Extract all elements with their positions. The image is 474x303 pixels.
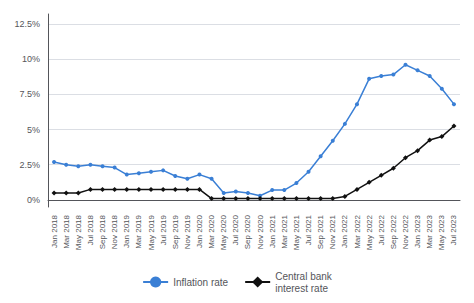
svg-text:Central bank: Central bank [275, 271, 333, 282]
svg-text:0%: 0% [27, 195, 40, 205]
svg-text:Sep 2022: Sep 2022 [389, 214, 398, 249]
svg-text:Nov 2021: Nov 2021 [328, 214, 337, 249]
svg-text:Mar 2019: Mar 2019 [134, 214, 143, 248]
svg-text:7.5%: 7.5% [19, 89, 40, 99]
svg-text:Nov 2020: Nov 2020 [256, 214, 265, 249]
svg-text:Mar 2023: Mar 2023 [425, 214, 434, 248]
svg-text:12.5%: 12.5% [14, 19, 40, 29]
svg-text:Nov 2022: Nov 2022 [401, 214, 410, 249]
svg-text:Jan 2019: Jan 2019 [122, 214, 131, 247]
svg-text:5%: 5% [27, 125, 40, 135]
svg-text:Jan 2021: Jan 2021 [268, 214, 277, 247]
svg-text:May 2023: May 2023 [437, 214, 446, 250]
svg-text:Jul 2019: Jul 2019 [159, 214, 168, 245]
svg-text:Sep 2018: Sep 2018 [98, 214, 107, 249]
svg-text:Nov 2018: Nov 2018 [110, 214, 119, 249]
svg-text:Mar 2018: Mar 2018 [62, 214, 71, 248]
svg-text:Mar 2021: Mar 2021 [280, 214, 289, 248]
svg-text:Jan 2018: Jan 2018 [50, 214, 59, 247]
svg-text:Jul 2018: Jul 2018 [86, 214, 95, 245]
svg-text:Jan 2022: Jan 2022 [340, 214, 349, 247]
svg-text:May 2020: May 2020 [219, 214, 228, 250]
svg-text:Jul 2023: Jul 2023 [449, 214, 458, 245]
svg-text:Jul 2020: Jul 2020 [231, 214, 240, 245]
svg-text:Sep 2021: Sep 2021 [316, 214, 325, 249]
svg-text:May 2021: May 2021 [292, 214, 301, 250]
svg-text:May 2018: May 2018 [74, 214, 83, 250]
svg-text:Sep 2020: Sep 2020 [243, 214, 252, 249]
svg-text:2.5%: 2.5% [19, 160, 40, 170]
svg-text:Mar 2022: Mar 2022 [353, 214, 362, 248]
svg-text:Nov 2019: Nov 2019 [183, 214, 192, 249]
svg-text:Inflation rate: Inflation rate [173, 277, 228, 288]
svg-text:May 2022: May 2022 [365, 214, 374, 250]
svg-text:Jul 2021: Jul 2021 [304, 214, 313, 245]
svg-text:10%: 10% [22, 54, 40, 64]
svg-text:Jan 2023: Jan 2023 [413, 214, 422, 247]
svg-text:Sep 2019: Sep 2019 [171, 214, 180, 249]
svg-text:Jan 2020: Jan 2020 [195, 214, 204, 247]
svg-text:May 2019: May 2019 [147, 214, 156, 250]
svg-text:Jul 2022: Jul 2022 [377, 214, 386, 245]
svg-text:interest rate: interest rate [275, 283, 328, 294]
svg-text:Mar 2020: Mar 2020 [207, 214, 216, 248]
